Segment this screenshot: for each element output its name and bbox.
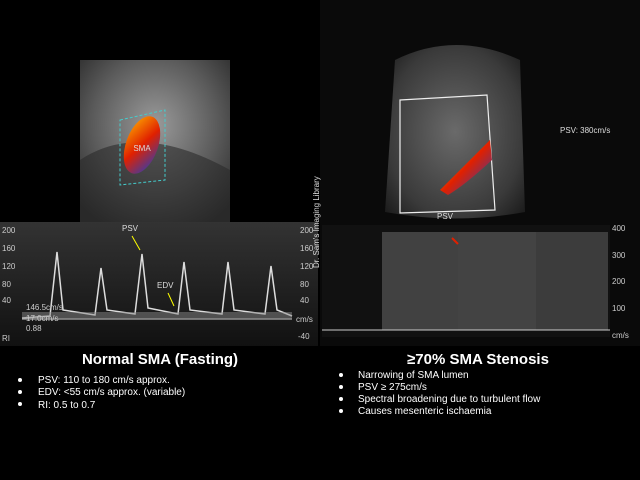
scale-tick: 40 bbox=[2, 296, 11, 305]
scale-tick: 120 bbox=[300, 262, 314, 271]
bullet-dot bbox=[339, 385, 343, 389]
scale-unit: cm/s bbox=[612, 331, 629, 340]
bullet: EDV: <55 cm/s approx. (variable) bbox=[38, 387, 185, 398]
left-color-box bbox=[119, 109, 166, 186]
bullet: PSV ≥ 275cm/s bbox=[358, 382, 427, 393]
left-texture bbox=[80, 142, 230, 222]
scale-tick: 80 bbox=[300, 280, 309, 289]
measurement: RI bbox=[2, 334, 10, 343]
scale-tick: 120 bbox=[2, 262, 16, 271]
image-label: PSV bbox=[437, 212, 454, 221]
left-bullets: PSV: 110 to 180 cm/s approx. EDV: <55 cm… bbox=[18, 375, 185, 411]
scale-tick: 80 bbox=[2, 280, 11, 289]
bullet-dot bbox=[339, 373, 343, 377]
spectral-broadening bbox=[536, 232, 608, 330]
bullet-dot bbox=[18, 390, 22, 394]
scale-unit: cm/s bbox=[296, 315, 313, 324]
edv-marker: EDV bbox=[157, 281, 174, 290]
right-ultrasound bbox=[385, 45, 525, 219]
psv-marker: PSV bbox=[122, 224, 139, 233]
scale-tick: 160 bbox=[300, 244, 314, 253]
bullet-dot bbox=[18, 378, 22, 382]
scale-tick: 100 bbox=[612, 304, 626, 313]
measurement: 17.0cm/s bbox=[26, 314, 58, 323]
scale-tick: 160 bbox=[2, 244, 16, 253]
spectral-broadening bbox=[458, 232, 536, 330]
spectral-broadening bbox=[382, 232, 458, 330]
scale-tick: 200 bbox=[612, 277, 626, 286]
bullet-dot bbox=[339, 397, 343, 401]
heading: Normal SMA (Fasting) bbox=[82, 351, 238, 368]
measurement: 146.5cm/s bbox=[26, 303, 63, 312]
scale-tick: 200 bbox=[300, 226, 314, 235]
left-scale: 200 160 120 80 40 200 160 120 80 40 cm/s… bbox=[2, 226, 314, 341]
heading: ≥70% SMA Stenosis bbox=[407, 351, 549, 368]
bullet: Causes mesenteric ischaemia bbox=[358, 406, 492, 417]
left-color-flow bbox=[123, 116, 161, 174]
right-bullets: Narrowing of SMA lumen PSV ≥ 275cm/s Spe… bbox=[339, 370, 541, 417]
scale-tick: -40 bbox=[298, 332, 310, 341]
edv-arrow bbox=[167, 292, 175, 307]
bullet: PSV: 110 to 180 cm/s approx. bbox=[38, 375, 170, 386]
scale-tick: 300 bbox=[612, 251, 626, 260]
right-color-box bbox=[399, 94, 496, 214]
bullet-dot bbox=[339, 409, 343, 413]
bullet: Narrowing of SMA lumen bbox=[358, 370, 469, 381]
psv-arrow bbox=[451, 237, 459, 245]
psv-arrow bbox=[131, 235, 141, 251]
scale-tick: 40 bbox=[300, 296, 309, 305]
right-color-flow bbox=[440, 140, 492, 195]
scale-tick: 200 bbox=[2, 226, 16, 235]
waveform-fill bbox=[22, 312, 292, 319]
bullet: RI: 0.5 to 0.7 bbox=[38, 400, 96, 411]
watermark: Dr. Sam's Imaging Library bbox=[312, 176, 321, 268]
bullet-dot bbox=[18, 402, 22, 406]
image-label: SMA bbox=[133, 144, 151, 153]
scale-tick: 400 bbox=[612, 224, 626, 233]
psv-reading: PSV: 380cm/s bbox=[560, 126, 610, 135]
bullet: Spectral broadening due to turbulent flo… bbox=[358, 394, 541, 405]
measurement: 0.88 bbox=[26, 324, 42, 333]
